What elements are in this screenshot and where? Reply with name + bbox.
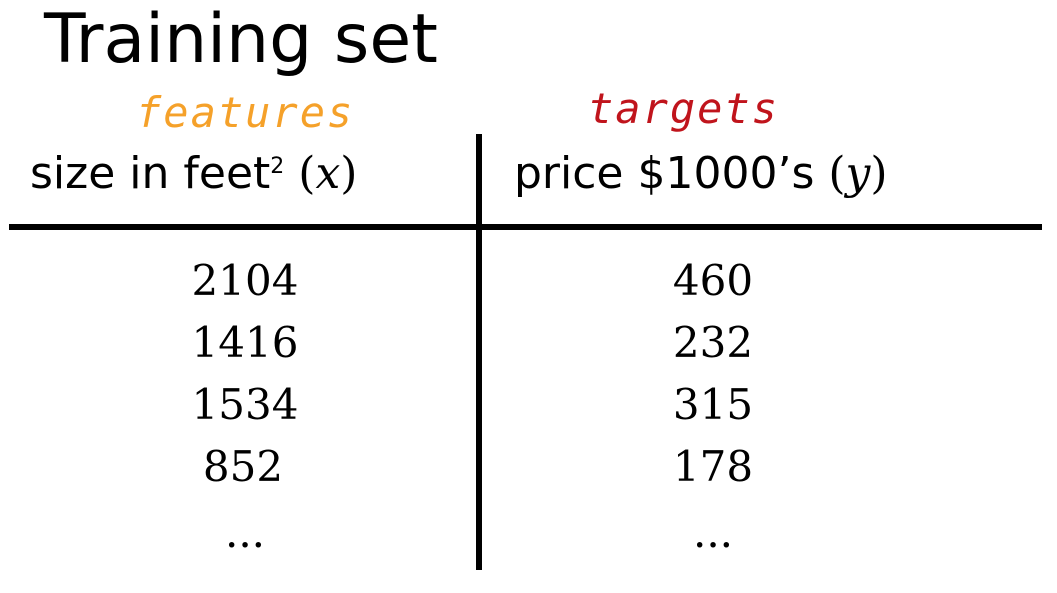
column-header-price-label: price $1000’s <box>514 148 815 199</box>
table-cell-x: 2104 <box>191 256 299 305</box>
table-cell-y: 460 <box>672 256 754 305</box>
page-title: Training set <box>44 0 438 79</box>
features-annotation: features <box>136 88 355 137</box>
variable-y: y <box>845 148 871 199</box>
close-paren: ) <box>340 148 358 199</box>
column-header-size: size in feet2 (x) <box>30 152 357 196</box>
variable-x: x <box>315 148 341 199</box>
targets-annotation: targets <box>588 84 780 133</box>
column-header-price: price $1000’s (y) <box>514 152 888 196</box>
table-cell-x: 1416 <box>191 318 299 367</box>
table-cell-x-ellipsis: ... <box>224 508 266 557</box>
open-paren: ( <box>298 148 316 199</box>
table-cell-x: 1534 <box>191 380 299 429</box>
squared-superscript: 2 <box>270 154 285 179</box>
table-cell-y: 178 <box>672 442 754 491</box>
table-cell-y-ellipsis: ... <box>692 508 734 557</box>
table-cell-y: 315 <box>672 380 754 429</box>
column-divider <box>476 134 482 570</box>
header-divider <box>9 224 1042 230</box>
table-cell-x: 852 <box>202 442 284 491</box>
table-cell-y: 232 <box>672 318 754 367</box>
close-paren: ) <box>870 148 888 199</box>
open-paren: ( <box>828 148 846 199</box>
column-header-size-label: size in feet <box>30 148 271 199</box>
